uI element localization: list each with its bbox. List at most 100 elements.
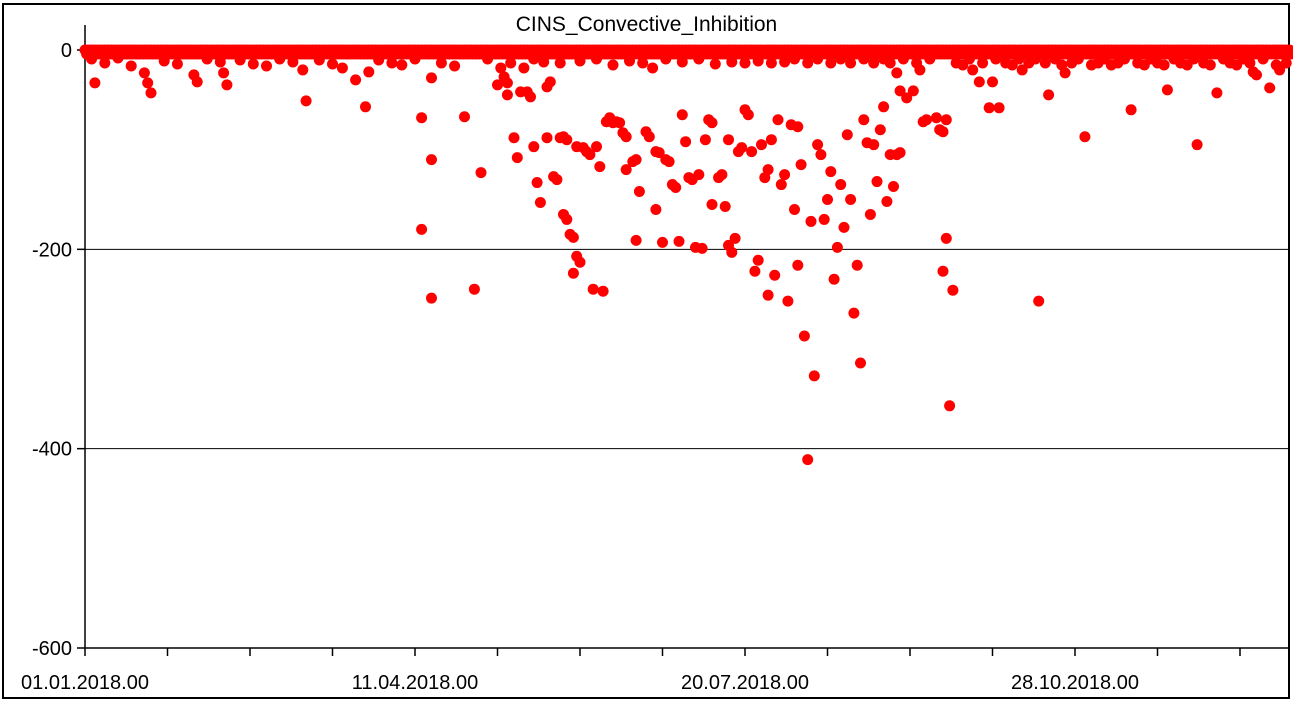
- data-point: [1257, 53, 1269, 65]
- data-point: [171, 58, 183, 70]
- data-point: [534, 196, 546, 208]
- data-point: [561, 213, 573, 225]
- data-point: [835, 179, 847, 191]
- data-point: [874, 124, 886, 136]
- data-point: [752, 254, 764, 266]
- data-point: [987, 76, 998, 88]
- data-point: [831, 241, 843, 253]
- data-point: [802, 57, 814, 69]
- data-point: [574, 256, 586, 268]
- data-point: [1161, 84, 1173, 96]
- data-point: [729, 232, 741, 244]
- data-point: [845, 57, 857, 69]
- data-point: [864, 208, 876, 220]
- data-point: [416, 112, 428, 124]
- data-point: [426, 292, 437, 304]
- data-point: [891, 67, 903, 79]
- data-point: [214, 56, 226, 68]
- data-point: [1043, 89, 1055, 101]
- data-point: [508, 132, 520, 144]
- data-point: [937, 265, 949, 277]
- data-point: [838, 221, 850, 233]
- data-point: [897, 53, 909, 65]
- data-point: [594, 161, 606, 173]
- data-point: [660, 53, 672, 65]
- data-point: [967, 64, 979, 76]
- data-point: [663, 156, 675, 168]
- data-point: [693, 53, 705, 65]
- data-point: [620, 131, 632, 143]
- data-point: [779, 169, 791, 181]
- data-point: [798, 330, 810, 342]
- data-point: [426, 154, 437, 166]
- data-point: [574, 55, 586, 67]
- data-point: [86, 53, 98, 65]
- data-point: [145, 87, 157, 99]
- data-point: [587, 283, 599, 295]
- data-point: [851, 259, 863, 271]
- data-point: [1211, 87, 1223, 99]
- data-point: [584, 149, 596, 161]
- data-point: [993, 102, 1005, 114]
- data-point: [881, 195, 893, 207]
- data-point: [719, 200, 731, 212]
- data-point: [762, 289, 774, 301]
- data-point: [468, 283, 480, 295]
- data-point: [858, 114, 870, 126]
- data-point: [531, 177, 543, 189]
- data-point: [848, 307, 860, 319]
- data-point: [492, 79, 503, 91]
- data-point: [300, 95, 312, 107]
- data-point: [350, 74, 362, 86]
- data-point: [125, 60, 137, 72]
- data-point: [726, 56, 738, 68]
- data-point: [752, 55, 764, 67]
- data-point: [947, 284, 959, 296]
- data-point: [525, 91, 536, 103]
- y-tick-label: -600: [32, 638, 72, 660]
- data-point: [297, 64, 309, 76]
- data-point: [99, 57, 111, 69]
- data-point: [779, 56, 791, 68]
- data-point: [828, 273, 840, 285]
- data-point: [765, 57, 777, 69]
- data-point: [501, 77, 513, 89]
- data-point: [247, 58, 259, 70]
- data-point: [409, 53, 421, 65]
- data-point: [673, 235, 685, 247]
- data-point: [1079, 131, 1091, 143]
- data-point: [234, 54, 246, 66]
- data-point: [742, 109, 754, 121]
- data-point: [386, 57, 398, 69]
- data-point: [676, 109, 688, 121]
- data-point: [630, 234, 642, 246]
- data-point: [620, 164, 632, 176]
- data-point: [901, 92, 913, 104]
- data-point: [287, 56, 299, 68]
- data-point: [709, 58, 721, 70]
- data-point: [511, 152, 523, 164]
- data-point: [822, 194, 833, 205]
- data-point: [475, 167, 487, 179]
- data-point: [505, 57, 517, 69]
- data-point: [1274, 64, 1286, 76]
- data-point: [373, 54, 385, 66]
- data-point: [1013, 53, 1025, 65]
- data-point: [1059, 67, 1071, 79]
- data-point: [336, 62, 348, 74]
- data-point: [670, 182, 682, 194]
- data-point: [855, 357, 866, 369]
- data-point: [983, 102, 995, 114]
- data-point: [1016, 64, 1028, 76]
- data-point: [792, 121, 804, 133]
- data-point: [706, 117, 718, 129]
- data-point: [112, 52, 124, 64]
- data-point: [607, 59, 619, 71]
- data-point: [221, 79, 233, 91]
- data-point: [1039, 57, 1051, 69]
- data-point: [360, 101, 371, 113]
- data-point: [706, 198, 718, 210]
- data-point: [567, 231, 579, 243]
- data-point: [756, 139, 767, 151]
- data-point: [614, 117, 626, 129]
